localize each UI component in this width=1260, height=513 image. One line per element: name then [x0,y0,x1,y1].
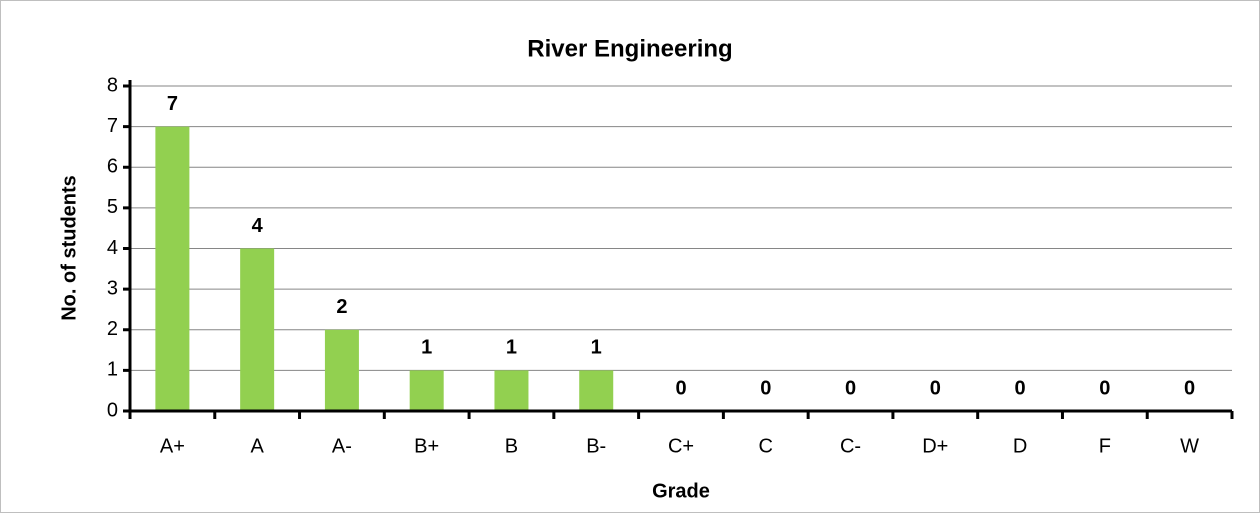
y-tick-label: 2 [107,318,118,340]
x-tick-label: C+ [668,435,694,457]
x-tick-label: A [250,435,264,457]
data-label: 1 [506,337,517,359]
x-tick-label: B+ [414,435,439,457]
bar [240,248,275,411]
data-label: 0 [845,377,856,399]
x-tick-label: A+ [160,435,185,457]
data-label: 4 [252,215,264,237]
x-tick-label: D [1013,435,1027,457]
bar [409,370,444,411]
x-tick-label: C- [840,435,861,457]
chart-title: River Engineering [527,35,732,62]
data-label: 0 [1099,377,1110,399]
x-tick-label: C [759,435,773,457]
y-tick-label: 1 [107,359,118,381]
x-tick-label: D+ [922,435,948,457]
x-tick-label: W [1180,435,1199,457]
data-label: 1 [421,337,432,359]
data-label: 7 [167,93,178,115]
x-tick-label: B- [586,435,606,457]
bar [155,126,190,411]
y-tick-label: 5 [107,196,118,218]
y-axis-label: No. of students [58,175,80,321]
y-tick-label: 3 [107,277,118,299]
data-label: 2 [336,296,347,318]
data-label: 0 [760,377,771,399]
y-tick-label: 6 [107,156,118,178]
x-tick-label: A- [332,435,352,457]
bar [579,370,614,411]
data-label: 0 [1184,377,1195,399]
y-tick-label: 4 [107,237,118,259]
data-label: 0 [675,377,686,399]
bar [494,370,529,411]
data-label: 1 [591,337,602,359]
y-tick-label: 8 [107,74,118,96]
y-tick-label: 7 [107,115,118,137]
x-tick-label: F [1099,435,1111,457]
data-label: 0 [930,377,941,399]
data-label: 0 [1015,377,1026,399]
bar [324,329,359,411]
x-axis-label: Grade [652,480,710,502]
x-tick-label: B [505,435,518,457]
y-tick-label: 0 [107,399,118,421]
